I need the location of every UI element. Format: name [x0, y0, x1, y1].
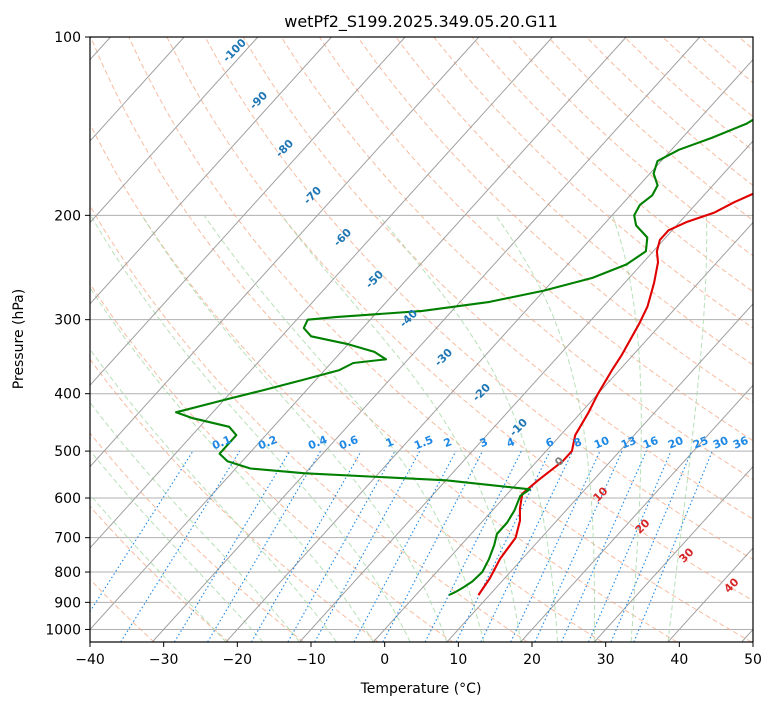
mixing-ratio-label: 3	[478, 435, 490, 450]
mixing-ratio-line	[314, 450, 421, 642]
mixing-ratio-label: 16	[641, 434, 660, 452]
mixing-ratio-label: 8	[572, 435, 584, 450]
isotherm-line	[90, 37, 480, 468]
dry-adiabat-line	[471, 37, 753, 293]
y-tick-label: 500	[54, 444, 81, 460]
isotherm-line	[151, 37, 701, 642]
y-tick-label: 1000	[45, 622, 81, 638]
y-tick-label: 300	[54, 313, 81, 329]
mixing-ratio-label: 13	[619, 434, 638, 452]
moist-adiabat-line	[612, 215, 642, 642]
isotherm-line	[90, 37, 553, 549]
x-tick-label: 40	[670, 652, 688, 668]
dewpoint-profile-line	[174, 118, 753, 597]
mixing-ratio-label: 10	[592, 434, 611, 452]
mixing-ratio-line	[560, 450, 647, 642]
dry-adiabat-line	[318, 37, 753, 442]
mixing-ratio-line	[287, 450, 396, 642]
y-tick-label: 700	[54, 531, 81, 547]
moist-adiabat-line	[90, 286, 374, 642]
mixing-ratio-line	[173, 450, 291, 642]
mixing-ratio-line	[588, 450, 672, 642]
isotherm-line	[90, 37, 406, 386]
mixing-ratio-line	[480, 450, 574, 642]
dry-adiabat-line	[90, 123, 603, 642]
dry-adiabat-line	[357, 37, 753, 404]
plot-frame	[89, 36, 754, 643]
dry-adiabat-line	[90, 37, 678, 642]
moist-adiabat-line	[90, 215, 411, 642]
moist-adiabat-line	[203, 215, 485, 642]
dry-adiabat-line	[90, 358, 379, 642]
temperature-profile-line	[477, 192, 753, 596]
x-tick-label: 30	[597, 652, 615, 668]
dry-adiabat-line	[166, 37, 753, 602]
moist-adiabat-line	[90, 401, 300, 642]
x-tick-label: 20	[523, 652, 541, 668]
dry-adiabat-line	[242, 37, 753, 520]
y-tick-label: 900	[54, 595, 81, 611]
isotherm-line	[299, 140, 753, 642]
isotherm-line	[90, 37, 627, 631]
moist-adiabat-line	[281, 214, 522, 642]
mixing-ratio-line	[633, 450, 713, 642]
moist-adiabat-line	[141, 215, 448, 642]
mixing-ratio-line	[534, 450, 623, 642]
y-tick-label: 100	[54, 30, 81, 46]
x-tick-label: 0	[380, 652, 389, 668]
isotherm-line	[372, 221, 753, 642]
mixing-ratio-label: 30	[711, 434, 730, 452]
isotherm-line	[90, 37, 185, 142]
mixing-ratio-label: 1	[384, 435, 396, 450]
mixing-ratio-line	[250, 450, 362, 642]
moist-adiabat-line	[90, 493, 227, 642]
dry-adiabat-line	[90, 432, 304, 642]
chart-title: wetPf2_S199.2025.349.05.20.G11	[284, 12, 558, 32]
mixing-ratio-line	[610, 450, 693, 642]
mixing-ratio-line	[90, 450, 194, 613]
x-tick-label: −30	[149, 652, 179, 668]
moist-adiabat-line	[90, 348, 337, 642]
y-tick-label: 800	[54, 565, 81, 581]
mixing-ratio-line	[510, 450, 601, 642]
isotherm-line	[90, 37, 259, 224]
dry-adiabat-line	[90, 578, 155, 642]
isotherm-line	[225, 58, 753, 642]
mixing-ratio-label: 36	[731, 434, 750, 452]
dry-adiabat-line	[90, 204, 528, 642]
isotherm-line	[90, 37, 332, 305]
moist-adiabat-line	[495, 215, 595, 642]
mixing-ratio-label: 2	[442, 435, 454, 450]
isotherm-line	[446, 303, 753, 642]
x-tick-label: 50	[744, 652, 762, 668]
mixing-ratio-line	[120, 450, 241, 642]
x-axis-label: Temperature (°C)	[360, 681, 482, 697]
y-tick-label: 600	[54, 491, 81, 507]
dry-adiabat-line	[204, 37, 753, 560]
mixing-ratio-line	[353, 450, 457, 642]
x-tick-label: −10	[296, 652, 326, 668]
x-tick-label: −20	[223, 652, 253, 668]
x-tick-label: −40	[75, 652, 105, 668]
y-axis-label: Pressure (hPa)	[11, 289, 27, 389]
x-tick-label: 10	[449, 652, 467, 668]
mixing-ratio-label: 20	[666, 434, 685, 452]
isotherm-line	[520, 384, 753, 642]
mixing-ratio-label: 25	[691, 434, 710, 452]
moist-adiabat-line	[90, 449, 264, 642]
dry-adiabat-line	[433, 37, 753, 329]
isotherm-line	[593, 465, 753, 642]
y-tick-label: 400	[54, 387, 81, 403]
mixing-ratio-line	[207, 450, 322, 642]
y-tick-label: 200	[54, 208, 81, 224]
moist-adiabat-line	[667, 215, 708, 642]
